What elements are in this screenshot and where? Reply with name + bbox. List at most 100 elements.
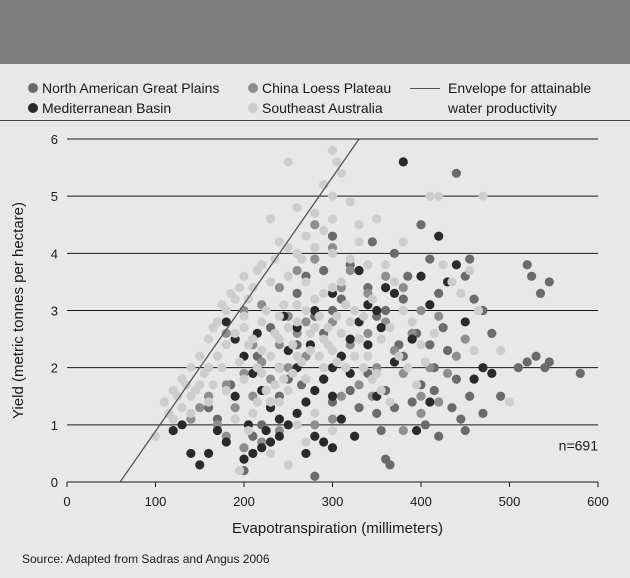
data-point-china-loess-plateau: [274, 283, 284, 293]
data-point-north-american-great-plains: [389, 248, 400, 258]
legend-marker-mediterranean: [28, 103, 38, 113]
legend-marker-china: [248, 83, 258, 93]
data-point-southeast-australia: [208, 380, 218, 390]
data-point-southeast-australia: [261, 385, 271, 396]
y-tick-label: 2: [51, 361, 58, 376]
data-point-china-loess-plateau: [327, 414, 338, 424]
data-point-southeast-australia: [332, 157, 342, 167]
data-point-mediterranean-basin: [460, 317, 470, 327]
data-point-north-american-great-plains: [531, 351, 541, 361]
data-point-north-american-great-plains: [425, 340, 435, 350]
data-point-southeast-australia: [252, 397, 262, 407]
x-tick-label: 100: [145, 494, 167, 509]
data-point-china-loess-plateau: [434, 311, 444, 321]
header-band: [0, 0, 630, 64]
data-point-north-american-great-plains: [544, 277, 554, 287]
data-point-southeast-australia: [239, 323, 249, 333]
data-point-southeast-australia: [301, 374, 311, 384]
data-point-southeast-australia: [323, 340, 333, 350]
data-point-mediterranean-basin: [195, 460, 205, 470]
data-point-china-loess-plateau: [310, 254, 320, 264]
data-point-southeast-australia: [226, 288, 236, 298]
data-point-north-american-great-plains: [447, 403, 457, 413]
data-point-southeast-australia: [288, 368, 298, 378]
data-point-southeast-australia: [283, 157, 293, 167]
data-point-southeast-australia: [265, 214, 276, 224]
data-point-north-american-great-plains: [522, 357, 532, 367]
data-point-north-american-great-plains: [434, 431, 444, 441]
data-point-southeast-australia: [473, 305, 484, 316]
y-axis-title: Yield (metric tonnes per hectare): [10, 202, 27, 419]
data-point-southeast-australia: [195, 351, 205, 361]
data-point-southeast-australia: [173, 391, 183, 401]
data-point-north-american-great-plains: [487, 328, 497, 338]
data-point-southeast-australia: [319, 225, 329, 236]
data-point-china-loess-plateau: [195, 403, 205, 413]
data-point-southeast-australia: [327, 248, 338, 258]
data-point-southeast-australia: [345, 254, 355, 264]
y-tick-label: 3: [51, 304, 58, 319]
data-point-china-loess-plateau: [310, 220, 320, 230]
legend-marker-north-american: [28, 83, 38, 93]
data-point-china-loess-plateau: [416, 408, 426, 418]
data-point-north-american-great-plains: [434, 288, 444, 298]
data-point-north-american-great-plains: [540, 363, 550, 373]
y-tick-label: 6: [51, 132, 58, 147]
data-point-southeast-australia: [341, 363, 351, 373]
data-point-southeast-australia: [204, 334, 214, 344]
data-point-mediterranean-basin: [292, 408, 302, 418]
data-point-southeast-australia: [221, 385, 231, 396]
data-point-north-american-great-plains: [442, 345, 453, 356]
data-point-china-loess-plateau: [398, 283, 408, 293]
data-point-mediterranean-basin: [261, 425, 271, 436]
data-point-china-loess-plateau: [434, 397, 444, 407]
data-point-southeast-australia: [314, 311, 324, 321]
envelope-line: [119, 138, 360, 483]
data-point-southeast-australia: [310, 243, 320, 253]
data-point-north-american-great-plains: [416, 220, 426, 230]
data-point-mediterranean-basin: [345, 334, 355, 344]
data-point-mediterranean-basin: [376, 323, 386, 333]
data-point-southeast-australia: [248, 408, 258, 418]
data-point-southeast-australia: [319, 288, 329, 298]
legend-label-southeast: Southeast Australia: [262, 100, 383, 116]
data-point-north-american-great-plains: [456, 414, 466, 424]
data-point-southeast-australia: [248, 283, 258, 293]
data-point-southeast-australia: [323, 323, 333, 333]
x-tick-label: 500: [499, 494, 521, 509]
data-point-north-american-great-plains: [513, 363, 523, 373]
data-point-southeast-australia: [310, 294, 320, 304]
data-point-southeast-australia: [234, 357, 245, 367]
data-point-southeast-australia: [425, 191, 435, 201]
data-point-north-american-great-plains: [451, 374, 461, 384]
data-point-mediterranean-basin: [274, 431, 284, 441]
x-tick-label: 0: [63, 494, 70, 509]
data-point-southeast-australia: [265, 277, 276, 287]
data-point-north-american-great-plains: [575, 368, 585, 378]
data-point-southeast-australia: [292, 420, 302, 430]
data-point-mediterranean-basin: [248, 448, 258, 459]
data-point-southeast-australia: [296, 357, 307, 367]
data-point-southeast-australia: [159, 397, 169, 407]
data-point-china-loess-plateau: [301, 317, 311, 327]
data-point-mediterranean-basin: [168, 425, 178, 436]
data-point-north-american-great-plains: [469, 294, 479, 304]
data-point-southeast-australia: [407, 317, 417, 327]
data-point-southeast-australia: [434, 191, 444, 201]
data-point-mediterranean-basin: [425, 300, 435, 310]
data-point-southeast-australia: [239, 374, 249, 384]
x-tick-label: 200: [233, 494, 255, 509]
data-point-north-american-great-plains: [496, 391, 506, 401]
data-point-southeast-australia: [292, 300, 302, 310]
data-point-southeast-australia: [301, 231, 311, 241]
data-point-north-american-great-plains: [327, 231, 338, 241]
data-point-china-loess-plateau: [442, 368, 453, 378]
data-point-north-american-great-plains: [522, 260, 532, 270]
data-point-southeast-australia: [332, 357, 342, 367]
data-point-southeast-australia: [354, 220, 364, 230]
data-point-southeast-australia: [301, 305, 311, 316]
data-point-southeast-australia: [336, 168, 346, 178]
data-point-southeast-australia: [398, 305, 408, 316]
data-point-mediterranean-basin: [416, 271, 426, 281]
data-point-southeast-australia: [385, 397, 395, 407]
